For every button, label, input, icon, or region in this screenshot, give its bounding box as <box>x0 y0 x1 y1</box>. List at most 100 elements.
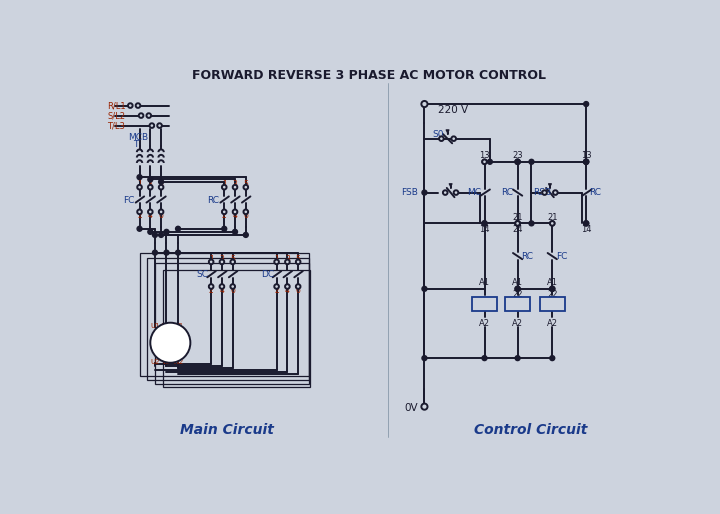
Text: 3: 3 <box>233 180 238 189</box>
Text: FC: FC <box>556 252 567 261</box>
Circle shape <box>148 177 153 182</box>
Text: 6: 6 <box>230 286 235 295</box>
Text: FC: FC <box>512 300 523 309</box>
Text: 13: 13 <box>581 151 591 160</box>
Bar <box>140 253 309 376</box>
Circle shape <box>148 210 153 214</box>
Bar <box>163 269 310 387</box>
Circle shape <box>274 260 279 264</box>
Circle shape <box>421 101 428 107</box>
Text: 22: 22 <box>547 290 557 300</box>
Circle shape <box>482 356 487 361</box>
Text: 21: 21 <box>547 213 557 222</box>
Text: 2: 2 <box>222 211 227 220</box>
Text: S/L2: S/L2 <box>107 111 125 120</box>
Circle shape <box>422 286 427 291</box>
Text: 1: 1 <box>274 255 279 264</box>
Circle shape <box>233 185 238 190</box>
Circle shape <box>443 190 448 195</box>
Circle shape <box>584 159 589 164</box>
Circle shape <box>296 284 300 289</box>
Circle shape <box>515 286 520 291</box>
Text: W2: W2 <box>172 359 184 365</box>
Text: S0: S0 <box>432 131 444 139</box>
Circle shape <box>584 221 588 226</box>
Text: RC: RC <box>590 188 601 197</box>
Circle shape <box>584 221 589 226</box>
Circle shape <box>487 159 492 164</box>
Circle shape <box>584 102 589 106</box>
Circle shape <box>153 250 158 255</box>
Circle shape <box>150 123 154 128</box>
Text: MC: MC <box>477 300 492 309</box>
Circle shape <box>584 159 589 164</box>
Circle shape <box>233 210 238 214</box>
Circle shape <box>529 221 534 226</box>
Text: Main Circuit: Main Circuit <box>179 423 274 437</box>
Text: 13: 13 <box>480 151 490 160</box>
Text: 14: 14 <box>581 225 591 234</box>
Text: FSB: FSB <box>402 188 418 197</box>
Text: 220 V: 220 V <box>438 105 469 115</box>
Circle shape <box>482 221 487 226</box>
Text: 4: 4 <box>148 211 153 220</box>
Circle shape <box>148 185 153 190</box>
Circle shape <box>146 113 151 118</box>
Text: DC: DC <box>261 270 274 279</box>
Text: V1: V1 <box>162 323 171 329</box>
Text: RC: RC <box>207 196 220 205</box>
Text: Control Circuit: Control Circuit <box>474 423 588 437</box>
Text: 23: 23 <box>513 151 523 160</box>
Text: 1: 1 <box>138 180 142 189</box>
Circle shape <box>516 286 520 291</box>
Text: 5: 5 <box>230 255 235 264</box>
Circle shape <box>422 190 427 195</box>
Circle shape <box>159 210 163 214</box>
Circle shape <box>516 159 520 164</box>
Circle shape <box>230 260 235 264</box>
Text: 3: 3 <box>148 180 153 189</box>
Circle shape <box>482 159 487 164</box>
Circle shape <box>274 284 279 289</box>
Circle shape <box>222 226 227 231</box>
Circle shape <box>137 175 142 180</box>
Circle shape <box>516 221 520 226</box>
Circle shape <box>138 210 142 214</box>
Circle shape <box>138 185 142 190</box>
Text: RC: RC <box>546 300 558 309</box>
Circle shape <box>243 185 248 190</box>
Circle shape <box>233 229 238 234</box>
Text: RSB: RSB <box>534 188 552 197</box>
Circle shape <box>176 226 181 231</box>
Text: V2: V2 <box>162 359 171 365</box>
Text: 6: 6 <box>158 211 163 220</box>
Text: 5: 5 <box>158 180 163 189</box>
Text: 4: 4 <box>285 286 290 295</box>
Text: 1: 1 <box>222 180 227 189</box>
Text: 2: 2 <box>274 286 279 295</box>
Text: 2: 2 <box>138 211 142 220</box>
Text: A1: A1 <box>479 278 490 287</box>
Circle shape <box>529 159 534 164</box>
Circle shape <box>285 260 289 264</box>
Circle shape <box>128 103 132 108</box>
Text: A2: A2 <box>512 319 523 328</box>
Text: A1: A1 <box>546 278 558 287</box>
Circle shape <box>209 260 213 264</box>
Text: U1: U1 <box>150 323 160 329</box>
Text: 21: 21 <box>513 213 523 222</box>
Circle shape <box>482 221 487 226</box>
Text: FC: FC <box>123 196 135 205</box>
Text: RC: RC <box>521 252 533 261</box>
Text: T/L3: T/L3 <box>107 121 125 130</box>
Circle shape <box>516 221 520 226</box>
Text: 24: 24 <box>513 225 523 234</box>
Circle shape <box>515 221 520 226</box>
Circle shape <box>296 260 300 264</box>
Text: W1: W1 <box>172 323 184 329</box>
Circle shape <box>158 232 163 237</box>
Text: 14: 14 <box>480 225 490 234</box>
Text: RC: RC <box>502 188 513 197</box>
Text: 6: 6 <box>296 286 300 295</box>
Text: 3: 3 <box>220 255 225 264</box>
